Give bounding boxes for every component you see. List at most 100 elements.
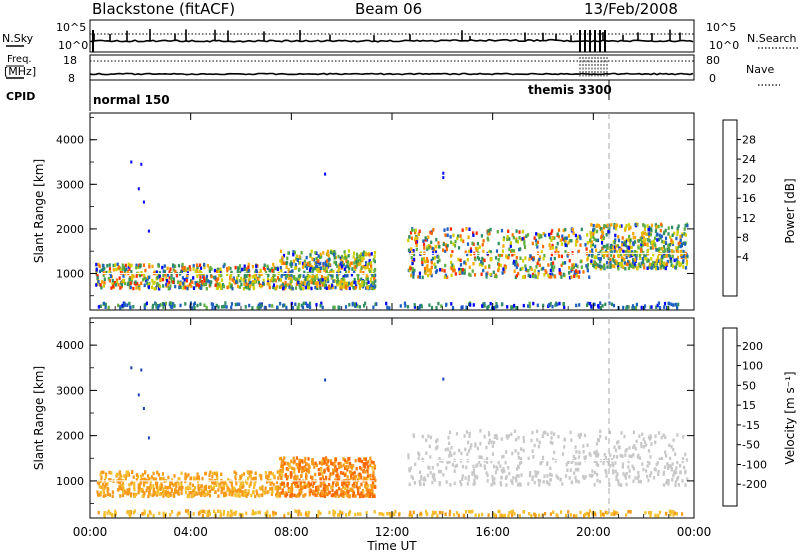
power-data-cell bbox=[329, 250, 332, 255]
power-data-cell bbox=[593, 228, 596, 232]
vel-data-cell bbox=[322, 457, 325, 461]
power-data-cell bbox=[361, 252, 364, 256]
power-data-cell bbox=[452, 233, 455, 238]
vel-data-cell bbox=[283, 461, 286, 465]
power-data-cell bbox=[165, 282, 168, 287]
power-data-cell bbox=[399, 304, 402, 308]
vel-data-cell bbox=[606, 511, 609, 515]
power-data-cell bbox=[603, 253, 606, 258]
vel-data-cell bbox=[276, 485, 279, 489]
vel-data-cell bbox=[549, 440, 552, 445]
vel-data-cell bbox=[321, 475, 324, 479]
power-data-cell bbox=[300, 251, 303, 255]
power-data-cell bbox=[103, 266, 106, 271]
vel-data-cell bbox=[222, 510, 226, 514]
vel-data-cell bbox=[342, 471, 345, 475]
power-data-cell bbox=[536, 261, 539, 266]
power-data-cell bbox=[339, 283, 342, 287]
vel-data-cell bbox=[219, 512, 223, 517]
power-data-cell bbox=[196, 283, 199, 287]
power-data-cell bbox=[307, 262, 310, 266]
power-data-cell bbox=[414, 228, 417, 233]
vel-data-cell bbox=[319, 472, 322, 476]
power-data-cell bbox=[510, 305, 513, 310]
vel-data-cell bbox=[122, 489, 125, 494]
power-data-cell bbox=[628, 234, 631, 239]
vel-data-cell bbox=[614, 461, 617, 465]
vel-data-cell bbox=[297, 493, 300, 498]
power-data-cell bbox=[327, 263, 330, 267]
vel-data-cell bbox=[593, 483, 596, 487]
vel-data-cell bbox=[628, 474, 631, 479]
vel-data-cell bbox=[480, 455, 483, 459]
power-data-cell bbox=[660, 256, 663, 261]
vel-data-cell bbox=[563, 438, 566, 442]
vel-data-cell bbox=[201, 476, 204, 481]
power-data-cell bbox=[634, 235, 637, 240]
power-data-cell bbox=[585, 264, 588, 268]
power-data-cell bbox=[122, 279, 126, 283]
vel-data-cell bbox=[682, 435, 685, 439]
vel-data-cell bbox=[208, 473, 211, 477]
vel-data-cell bbox=[533, 480, 536, 485]
power-data-cell bbox=[620, 255, 623, 260]
power-data-cell bbox=[220, 305, 224, 309]
vel-data-cell bbox=[426, 473, 430, 478]
power-isolated-point bbox=[442, 171, 445, 175]
vel-data-cell bbox=[250, 470, 253, 474]
vel-data-cell bbox=[146, 486, 149, 490]
power-data-cell bbox=[193, 301, 196, 305]
power-data-cell bbox=[675, 236, 678, 241]
power-data-cell bbox=[243, 267, 246, 272]
power-data-cell bbox=[671, 242, 675, 246]
vel-data-cell bbox=[222, 512, 225, 516]
vel-data-cell bbox=[372, 484, 375, 489]
power-data-cell bbox=[314, 281, 317, 286]
vel-data-cell bbox=[265, 475, 268, 479]
vel-data-cell bbox=[616, 472, 619, 476]
vel-data-cell bbox=[330, 461, 333, 466]
power-data-cell bbox=[594, 244, 597, 249]
vel-data-cell bbox=[507, 466, 510, 470]
power-data-cell bbox=[282, 303, 285, 307]
power-data-cell bbox=[161, 265, 164, 270]
vel-data-cell bbox=[358, 459, 362, 463]
vel-data-cell bbox=[427, 434, 430, 438]
vel-data-cell bbox=[254, 494, 257, 499]
vel-data-cell bbox=[672, 474, 675, 478]
power-data-cell bbox=[103, 271, 106, 275]
power-data-cell bbox=[217, 267, 220, 272]
power-data-cell bbox=[586, 301, 589, 306]
vel-data-cell bbox=[372, 478, 375, 482]
power-data-cell bbox=[661, 254, 664, 259]
power-data-cell bbox=[343, 250, 346, 254]
power-data-cell bbox=[208, 269, 211, 274]
vel-data-cell bbox=[493, 440, 496, 445]
vel-colorbar-frame bbox=[722, 327, 738, 507]
power-data-cell bbox=[646, 242, 649, 246]
power-data-cell bbox=[104, 305, 107, 309]
power-data-cell bbox=[555, 248, 558, 252]
power-data-cell bbox=[475, 231, 478, 235]
power-data-cell bbox=[632, 231, 635, 236]
power-data-cell bbox=[280, 259, 283, 263]
vel-data-cell bbox=[364, 483, 367, 487]
vel-data-cell bbox=[301, 466, 304, 470]
vel-data-cell bbox=[337, 513, 340, 517]
power-data-cell bbox=[301, 261, 305, 266]
vel-data-cell bbox=[296, 482, 299, 487]
vel-y-tick-label: 2000 bbox=[56, 430, 84, 443]
vel-data-cell bbox=[378, 512, 381, 516]
vel-data-cell bbox=[330, 485, 333, 490]
vel-data-cell bbox=[179, 486, 182, 490]
vel-data-cell bbox=[468, 449, 471, 453]
vel-data-cell bbox=[158, 511, 161, 516]
vel-data-cell bbox=[568, 476, 571, 480]
vel-data-cell bbox=[564, 474, 568, 478]
vel-data-cell bbox=[548, 472, 552, 477]
power-data-cell bbox=[240, 276, 243, 281]
power-data-cell bbox=[249, 284, 252, 288]
power-data-cell bbox=[414, 230, 417, 235]
vel-data-cell bbox=[448, 512, 451, 517]
power-data-cell bbox=[121, 263, 124, 267]
